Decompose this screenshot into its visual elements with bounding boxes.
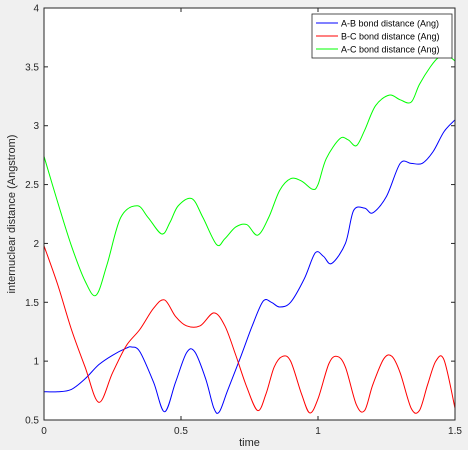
series-line-1 bbox=[43, 119, 456, 414]
plot-area bbox=[44, 8, 455, 420]
legend-label: B-C bond distance (Ang) bbox=[341, 32, 440, 42]
y-tick-label: 3.5 bbox=[25, 62, 39, 73]
legend-box bbox=[311, 13, 453, 59]
y-tick-label: 4 bbox=[33, 4, 39, 15]
y-tick-label: 0.5 bbox=[25, 416, 39, 427]
y-tick-label: 3 bbox=[33, 121, 39, 132]
y-tick-label: 2.5 bbox=[25, 180, 39, 191]
x-tick-label: 0 bbox=[41, 426, 47, 437]
series-line-3 bbox=[43, 54, 456, 297]
series-lines bbox=[43, 54, 456, 414]
x-tick-label: 1.5 bbox=[448, 426, 462, 437]
x-tick-label: 0.5 bbox=[174, 426, 188, 437]
legend-label: A-C bond distance (Ang) bbox=[341, 45, 440, 55]
y-axis-label: internuclear distance (Angstrom) bbox=[6, 135, 18, 294]
y-tick-label: 2 bbox=[33, 239, 39, 250]
x-axis-label: time bbox=[239, 437, 260, 449]
y-tick-label: 1.5 bbox=[25, 298, 39, 309]
x-tick-label: 1 bbox=[315, 426, 321, 437]
axes-box bbox=[43, 7, 456, 421]
y-tick-label: 1 bbox=[33, 357, 39, 368]
axis-ticks: 0 0.5 1 1.50.511.522.533.54 bbox=[25, 4, 462, 438]
legend-label: A-B bond distance (Ang) bbox=[341, 19, 439, 29]
legend: A-B bond distance (Ang) B-C bond distance… bbox=[311, 13, 453, 59]
series-line-2 bbox=[43, 245, 456, 414]
